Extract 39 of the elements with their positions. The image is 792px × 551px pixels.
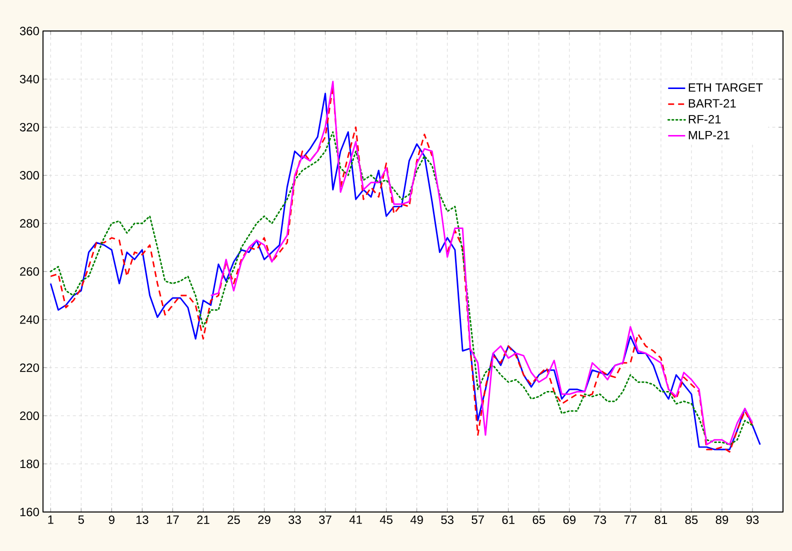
y-tick-label: 220: [20, 363, 40, 372]
x-tick-label: 89: [716, 516, 728, 524]
y-tick-label: 240: [20, 315, 40, 324]
x-tick-label: 37: [319, 516, 332, 524]
x-tick-label: 21: [197, 516, 210, 524]
x-tick-label: 61: [502, 516, 514, 524]
y-tick-label: 360: [20, 26, 40, 36]
y-tick-label: 340: [20, 74, 40, 84]
legend-label: MLP-21: [688, 130, 730, 140]
x-tick-label: 13: [136, 516, 148, 524]
legend-label: BART-21: [688, 99, 736, 108]
x-tick-label: 49: [410, 516, 423, 524]
y-tick-label: 160: [20, 508, 40, 516]
x-tick-label: 53: [441, 516, 454, 524]
x-tick-label: 73: [594, 516, 606, 524]
x-tick-label: 77: [624, 516, 637, 524]
x-tick-label: 65: [532, 516, 546, 524]
x-tick-label: 57: [472, 516, 484, 524]
x-tick-label: 81: [654, 516, 668, 524]
x-tick-label: 45: [380, 516, 392, 524]
x-tick-label: 93: [746, 516, 759, 524]
x-tick-label: 5: [78, 516, 84, 524]
x-tick-label: 29: [258, 516, 270, 524]
y-tick-label: 280: [20, 219, 40, 228]
y-tick-label: 320: [20, 122, 40, 132]
y-tick-label: 300: [20, 171, 40, 180]
y-tick-label: 200: [20, 412, 40, 420]
x-tick-label: 17: [166, 516, 179, 524]
x-tick-label: 69: [563, 516, 576, 524]
x-tick-label: 9: [108, 516, 114, 524]
x-tick-label: 41: [349, 516, 362, 524]
y-tick-label: 260: [20, 267, 40, 276]
legend-label: ETH TARGET: [688, 83, 763, 92]
x-tick-label: 85: [685, 516, 698, 524]
legend-label: RF-21: [688, 114, 721, 124]
x-tick-label: 1: [48, 516, 54, 524]
x-tick-label: 33: [288, 516, 301, 524]
x-tick-label: 25: [228, 516, 240, 524]
y-tick-label: 180: [20, 460, 40, 468]
